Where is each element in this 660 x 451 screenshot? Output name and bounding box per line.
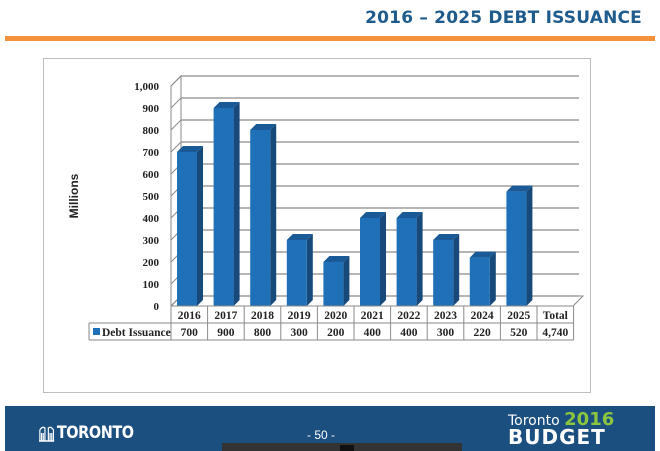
viewer-toolbar[interactable] [222,443,462,451]
table-cell: 400 [400,327,418,339]
city-hall-icon [39,426,55,442]
y-tick-label: 100 [143,279,160,291]
table-column-header: 2019 [288,310,311,322]
city-of-toronto-logo: TORONTO [39,423,134,443]
title-rule [5,36,655,41]
bar-2025 [506,191,527,306]
y-tick-label: 0 [154,301,160,313]
table-cell: 700 [181,327,199,339]
bar-2023 [433,240,454,306]
table-column-header: 2024 [471,310,494,322]
budget-year: 2016 [564,409,615,430]
y-tick-label: 300 [143,235,160,247]
y-tick-label: 900 [143,103,160,115]
y-tick-label: 500 [143,191,160,203]
table-column-header: 2020 [324,310,347,322]
table-column-header: Total [543,310,568,322]
page-title: 2016 – 2025 DEBT ISSUANCE [365,8,642,28]
table-column-header: 2017 [214,310,237,322]
y-tick-label: 600 [143,169,160,181]
bar-2021 [360,218,380,306]
table-column-header: 2018 [251,310,274,322]
y-tick-label: 800 [143,125,160,137]
budget-logo: Toronto 2016 BUDGET [508,409,615,449]
bar-2022 [396,218,417,306]
budget-city: Toronto [508,413,560,429]
y-tick-label: 1,000 [134,81,159,93]
table-cell: 300 [290,327,308,339]
table-column-header: 2025 [507,310,530,322]
table-cell: 300 [437,327,455,339]
table-cell: 200 [327,327,345,339]
table-column-header: 2021 [361,310,384,322]
table-cell: 220 [473,327,491,339]
budget-word: BUDGET [508,425,606,449]
table-cell: 4,740 [542,327,568,339]
table-column-header: 2022 [397,310,420,322]
table-cell: 520 [510,327,528,339]
legend-key-icon [93,328,100,335]
y-axis-label: Millions [67,173,81,218]
y-tick-label: 700 [143,147,160,159]
y-tick-label: 400 [143,213,160,225]
table-cell: 900 [217,327,235,339]
bar-2018 [250,130,271,306]
bar-2024 [469,257,490,306]
city-logo-text: TORONTO [56,423,134,443]
toolbar-handle[interactable] [340,445,354,451]
table-cell: 800 [254,327,272,339]
bar-chart: 0 100 200 300 400 500 600 700 800 900 1,000 Million… [67,74,585,341]
table-cell: 400 [364,327,382,339]
chart-frame: 0 100 200 300 400 500 600 700 800 900 1,000 Million… [43,58,591,393]
bar-2019 [286,240,307,306]
table-column-header: 2023 [434,310,457,322]
page-number: - 50 - [307,428,336,442]
bar-2016 [177,152,197,306]
table-column-header: 2016 [178,310,201,322]
y-tick-label: 200 [143,257,160,269]
footer-bar: TORONTO - 50 - Toronto 2016 BUDGET [5,406,655,451]
bar-2020 [323,262,344,306]
bar-2017 [213,108,234,306]
legend-label: Debt Issuance [102,327,171,339]
